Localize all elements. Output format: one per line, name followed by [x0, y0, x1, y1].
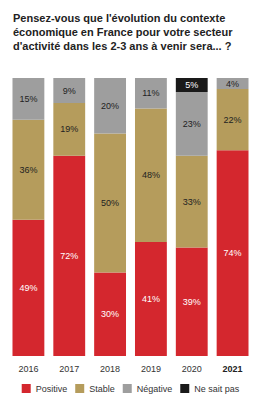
svg-text:Stable: Stable — [89, 384, 115, 394]
svg-text:22%: 22% — [224, 115, 242, 125]
svg-text:19%: 19% — [60, 124, 78, 134]
svg-text:5%: 5% — [185, 80, 198, 90]
svg-text:Positive: Positive — [36, 384, 68, 394]
svg-text:4%: 4% — [226, 79, 239, 89]
svg-text:2021: 2021 — [223, 364, 243, 374]
svg-text:33%: 33% — [183, 197, 201, 207]
svg-text:48%: 48% — [142, 170, 160, 180]
svg-text:2018: 2018 — [100, 364, 120, 374]
svg-text:49%: 49% — [19, 283, 37, 293]
svg-text:d'activité dans les 2-3 ans à: d'activité dans les 2-3 ans à venir sera… — [13, 40, 232, 52]
svg-text:2019: 2019 — [141, 364, 161, 374]
svg-text:Pensez-vous que l'évolution du: Pensez-vous que l'évolution du contexte — [13, 12, 228, 24]
svg-text:Ne sait pas: Ne sait pas — [194, 384, 240, 394]
svg-text:23%: 23% — [183, 119, 201, 129]
svg-text:2020: 2020 — [182, 364, 202, 374]
svg-text:36%: 36% — [19, 165, 37, 175]
svg-text:11%: 11% — [142, 88, 159, 98]
svg-text:20%: 20% — [101, 101, 119, 111]
svg-text:50%: 50% — [101, 198, 119, 208]
svg-text:39%: 39% — [183, 297, 201, 307]
svg-text:2017: 2017 — [59, 364, 79, 374]
svg-text:économique en France pour votr: économique en France pour votre secteur — [13, 26, 236, 38]
svg-text:72%: 72% — [60, 251, 78, 261]
svg-text:2016: 2016 — [18, 364, 38, 374]
svg-text:15%: 15% — [19, 94, 37, 104]
svg-text:41%: 41% — [142, 294, 160, 304]
svg-text:74%: 74% — [224, 248, 242, 258]
svg-text:Négative: Négative — [137, 384, 173, 394]
svg-text:30%: 30% — [101, 309, 119, 319]
svg-text:9%: 9% — [63, 86, 76, 96]
